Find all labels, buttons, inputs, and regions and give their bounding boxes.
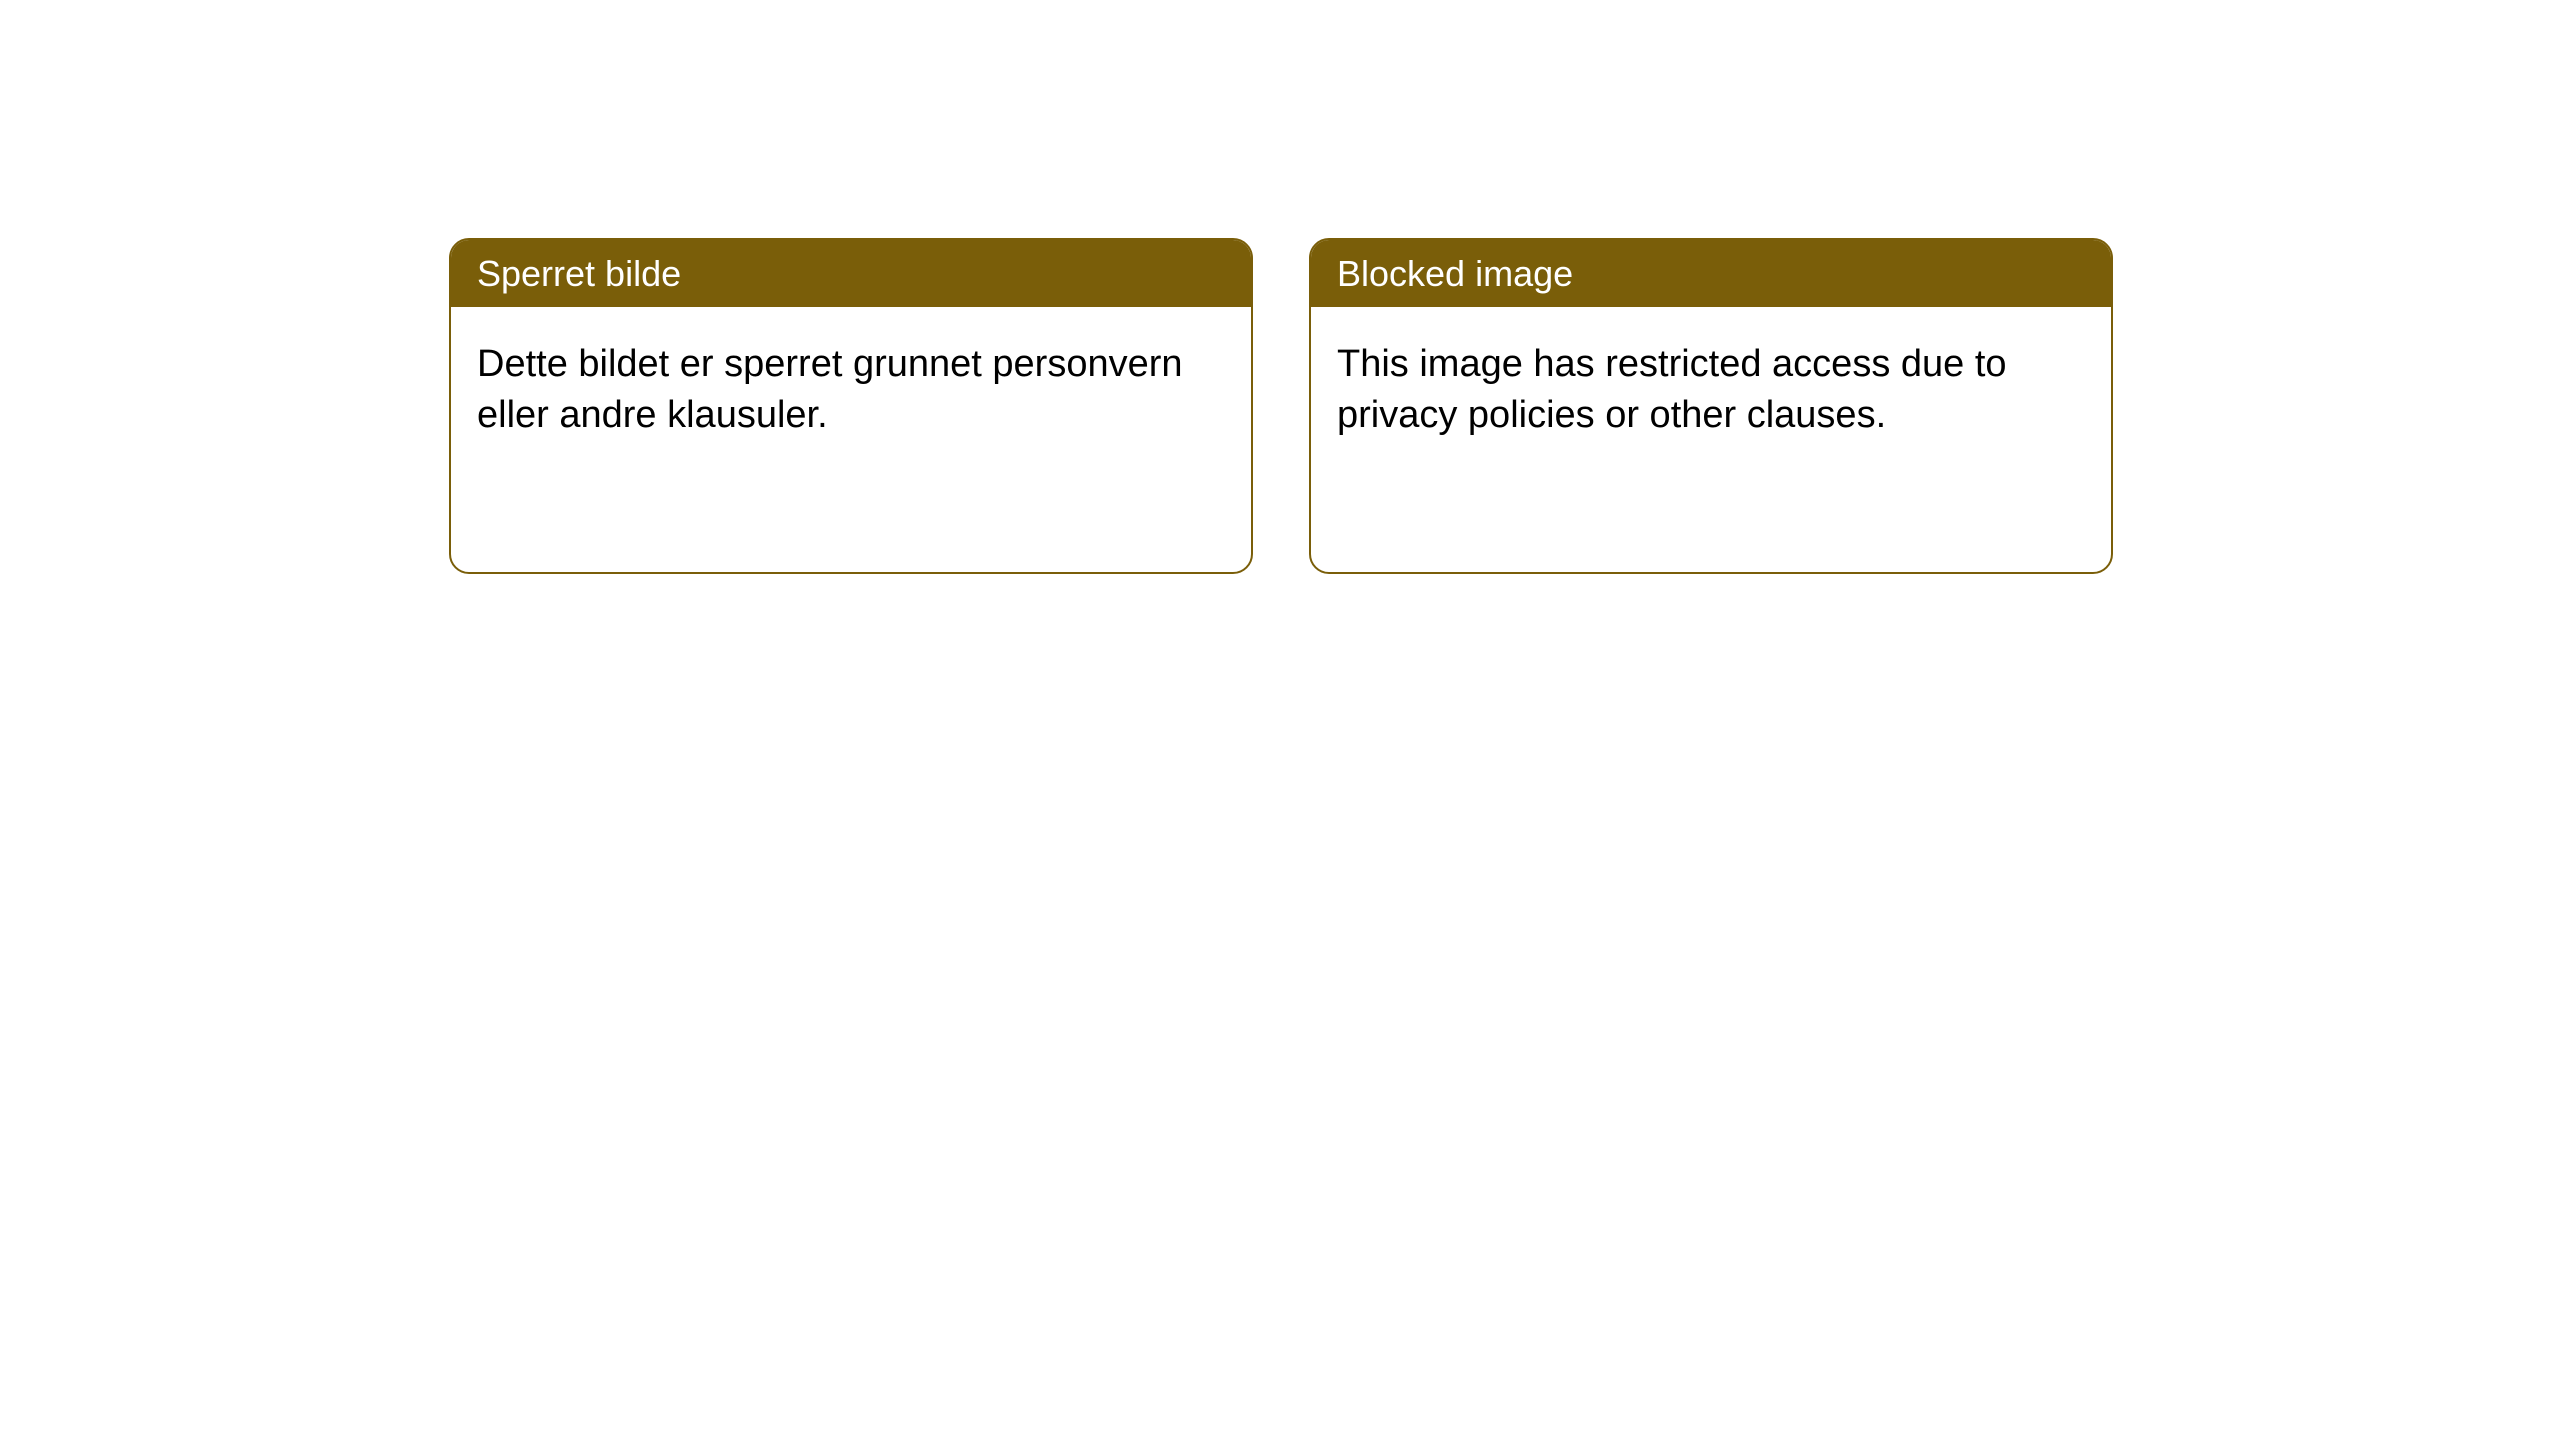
notice-body-norwegian: Dette bildet er sperret grunnet personve… [451,307,1251,474]
notice-card-english: Blocked image This image has restricted … [1309,238,2113,574]
notice-card-norwegian: Sperret bilde Dette bildet er sperret gr… [449,238,1253,574]
notice-title-norwegian: Sperret bilde [451,240,1251,307]
notice-container: Sperret bilde Dette bildet er sperret gr… [0,0,2560,574]
notice-title-english: Blocked image [1311,240,2111,307]
notice-body-english: This image has restricted access due to … [1311,307,2111,474]
